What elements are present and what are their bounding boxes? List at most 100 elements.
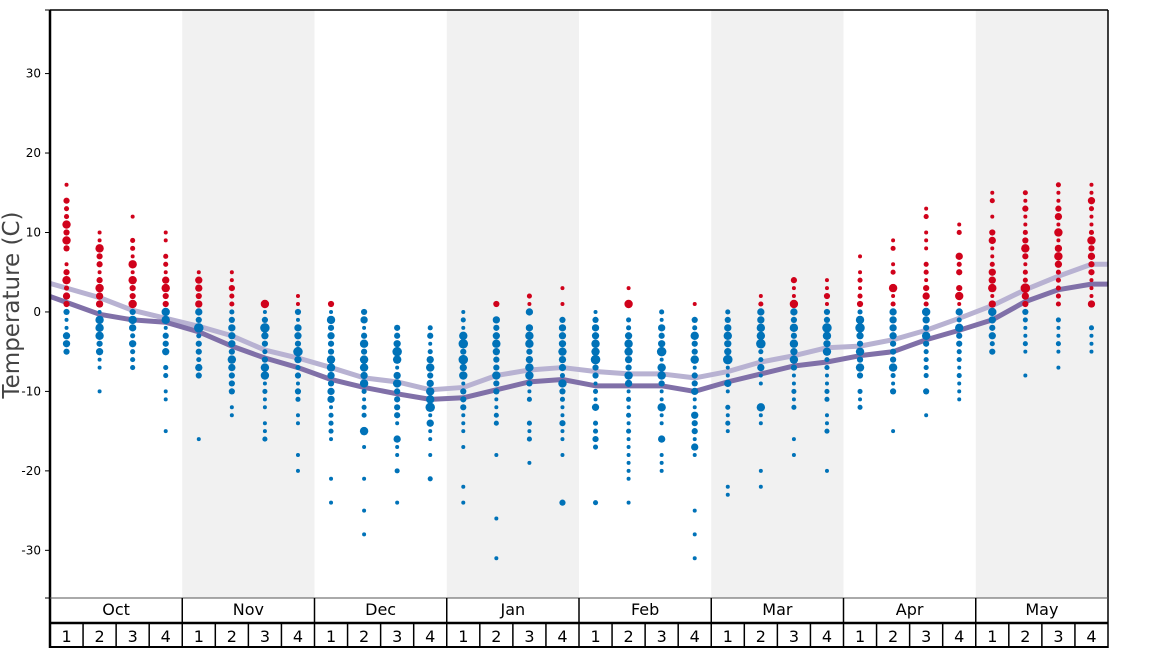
data-point <box>692 532 697 537</box>
data-point <box>129 324 137 332</box>
data-point <box>626 286 631 291</box>
data-point <box>756 323 766 333</box>
data-point <box>856 372 864 379</box>
data-point <box>525 308 534 316</box>
data-point <box>493 324 500 331</box>
data-point <box>427 349 433 355</box>
data-point <box>163 230 168 235</box>
data-point <box>1056 190 1061 195</box>
data-point <box>691 372 698 379</box>
data-point <box>626 405 631 410</box>
data-point <box>63 245 70 252</box>
y-tick-label: 30 <box>26 67 41 81</box>
week-label: 1 <box>326 627 336 646</box>
data-point <box>1056 365 1061 370</box>
data-point <box>692 302 697 306</box>
data-point <box>63 348 70 355</box>
data-point <box>492 371 501 380</box>
data-points <box>62 182 1096 561</box>
data-point <box>691 340 698 347</box>
data-point <box>228 348 235 355</box>
data-point <box>1022 190 1028 196</box>
data-point <box>97 309 102 314</box>
data-point <box>659 397 664 402</box>
data-point <box>1022 341 1028 347</box>
data-point <box>294 388 302 395</box>
data-point <box>326 315 336 325</box>
data-point <box>525 324 534 332</box>
data-point <box>96 253 103 260</box>
data-point <box>327 371 335 380</box>
data-point <box>858 270 863 275</box>
data-point <box>262 429 267 434</box>
data-point <box>195 300 203 308</box>
data-point <box>592 420 599 426</box>
data-point <box>459 371 468 380</box>
data-point <box>428 452 433 457</box>
data-point <box>659 389 664 394</box>
data-point <box>659 309 665 315</box>
data-point <box>988 283 997 293</box>
data-point <box>393 435 401 443</box>
data-point <box>592 500 599 506</box>
data-point <box>527 302 532 306</box>
data-point <box>690 355 699 364</box>
data-point <box>128 299 137 309</box>
data-point <box>758 468 763 473</box>
data-point <box>1089 278 1094 283</box>
data-point <box>593 381 598 386</box>
data-point <box>1054 244 1063 253</box>
data-point <box>1055 277 1061 283</box>
data-point <box>626 325 632 331</box>
data-point <box>824 421 829 426</box>
data-point <box>791 388 797 394</box>
data-point <box>262 436 268 442</box>
data-point <box>923 340 930 347</box>
data-point <box>260 299 270 309</box>
data-point <box>359 363 369 372</box>
data-point <box>62 275 71 285</box>
week-label: 2 <box>624 627 634 646</box>
data-point <box>791 381 796 386</box>
week-label: 3 <box>1053 627 1063 646</box>
data-point <box>97 230 102 235</box>
data-point <box>196 333 202 339</box>
data-point <box>558 379 567 388</box>
data-point <box>395 500 400 505</box>
data-point <box>1088 269 1095 276</box>
data-point <box>1023 325 1028 330</box>
data-point <box>1054 252 1063 261</box>
week-label: 3 <box>789 627 799 646</box>
data-point <box>461 309 466 314</box>
data-point <box>393 371 401 380</box>
data-point <box>691 411 699 419</box>
data-point <box>96 277 103 284</box>
data-point <box>725 413 730 418</box>
data-point <box>63 229 70 236</box>
data-point <box>1054 260 1063 268</box>
data-point <box>360 316 368 324</box>
data-point <box>691 428 698 435</box>
data-point <box>823 308 831 316</box>
data-point <box>329 309 334 314</box>
data-point <box>824 373 829 378</box>
data-point <box>326 363 336 372</box>
data-point <box>1055 301 1061 307</box>
data-point <box>791 294 796 299</box>
data-point <box>195 284 203 292</box>
data-point <box>329 405 334 410</box>
data-point <box>64 325 69 330</box>
data-point <box>228 324 236 332</box>
week-label: 4 <box>557 627 567 646</box>
week-label: 1 <box>987 627 997 646</box>
data-point <box>956 340 963 347</box>
data-point <box>559 396 566 402</box>
data-point <box>427 332 434 339</box>
data-point <box>888 283 898 293</box>
data-point <box>626 468 631 473</box>
week-label: 4 <box>1086 627 1096 646</box>
week-label: 2 <box>95 627 105 646</box>
data-point <box>857 293 863 299</box>
data-point <box>461 445 466 450</box>
data-point <box>1022 317 1028 323</box>
